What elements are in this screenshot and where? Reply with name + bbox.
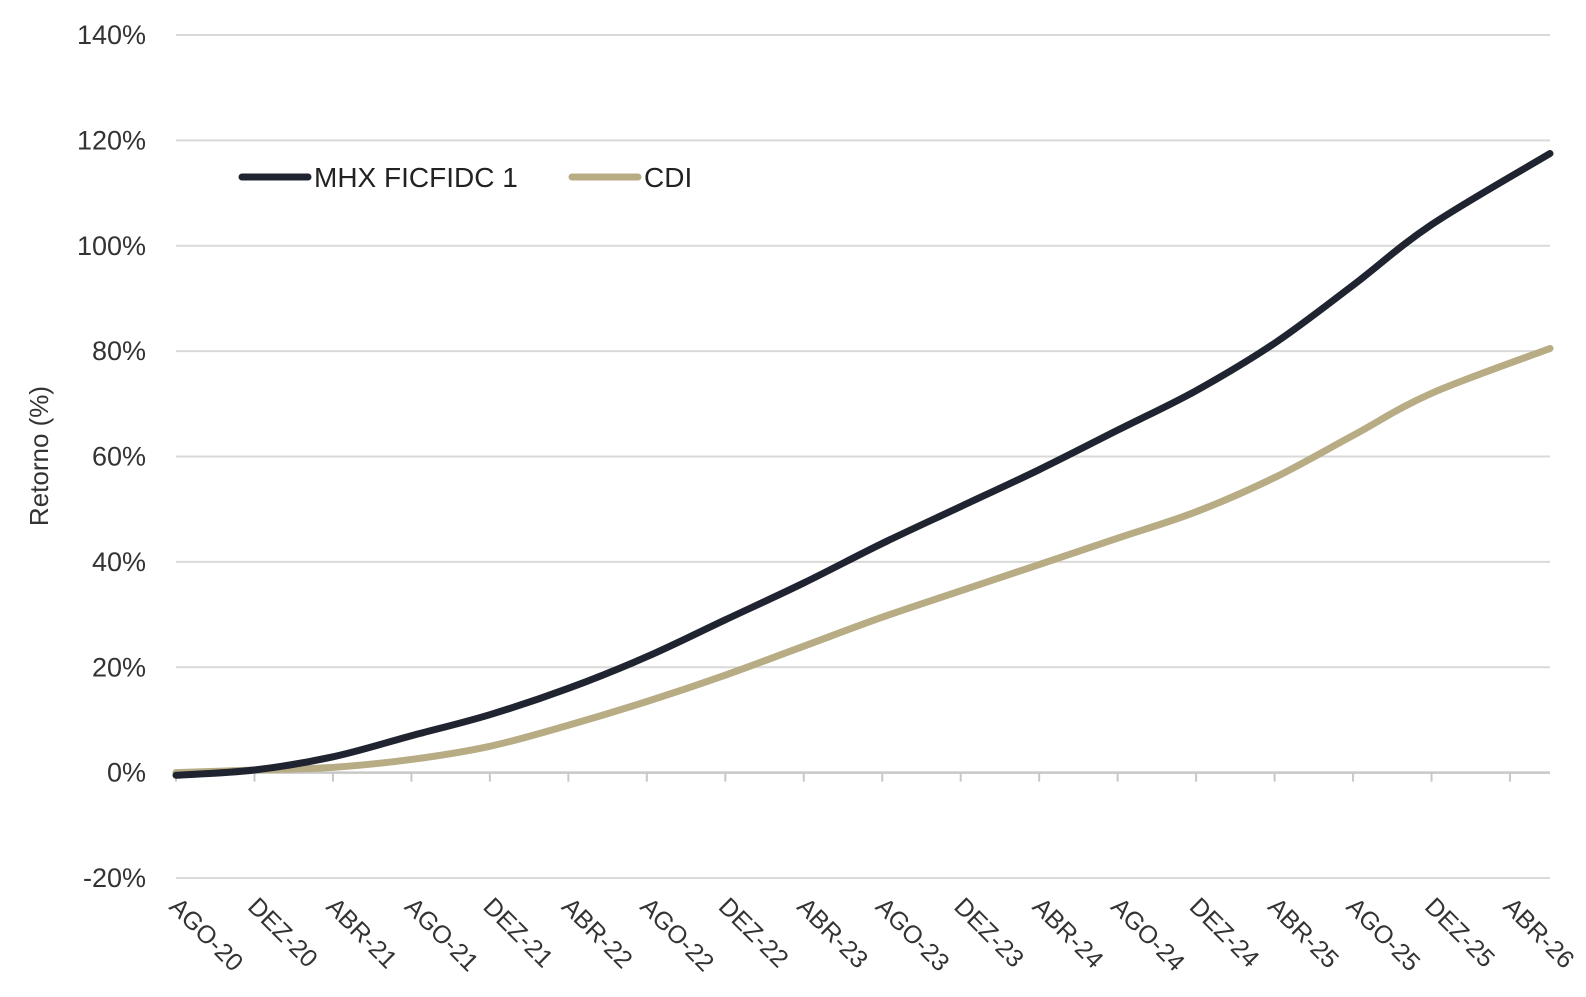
x-tick-label: ABR-26 — [1498, 892, 1580, 974]
y-tick-label: 60% — [92, 442, 146, 472]
y-tick-label: 20% — [92, 652, 146, 682]
x-tick-label: ABR-22 — [556, 892, 638, 974]
series-line-1 — [172, 344, 1554, 777]
legend-label: CDI — [644, 162, 692, 193]
x-tick-label: AGO-25 — [1341, 892, 1426, 977]
y-tick-label: 0% — [107, 758, 146, 788]
x-tick-label: AGO-20 — [164, 892, 249, 977]
y-tick-label: 120% — [77, 125, 146, 155]
series-lines — [172, 150, 1554, 779]
x-tick-label: AGO-24 — [1105, 892, 1190, 977]
y-tick-label: 80% — [92, 336, 146, 366]
series-line-0 — [172, 150, 1554, 779]
x-tick-label: DEZ-23 — [948, 892, 1029, 973]
y-tick-label: 100% — [77, 231, 146, 261]
grid-lines — [175, 34, 1550, 879]
x-tick-label: DEZ-22 — [713, 892, 794, 973]
x-tick-label: DEZ-20 — [242, 892, 323, 973]
x-tick-label: ABR-24 — [1027, 892, 1109, 974]
x-tick-label: DEZ-24 — [1184, 892, 1265, 973]
x-tick-label: AGO-23 — [870, 892, 955, 977]
y-axis-title: Retorno (%) — [24, 386, 54, 526]
x-tick-label: ABR-23 — [792, 892, 874, 974]
legend-label: MHX FICFIDC 1 — [314, 162, 518, 193]
y-tick-label: 140% — [77, 20, 146, 50]
x-tick-label: AGO-22 — [635, 892, 720, 977]
x-tick-label: AGO-21 — [399, 892, 484, 977]
legend: MHX FICFIDC 1 CDI — [238, 162, 692, 193]
x-tick-label: DEZ-25 — [1419, 892, 1500, 973]
x-tick-label: ABR-25 — [1262, 892, 1344, 974]
x-tick-label: DEZ-21 — [478, 892, 559, 973]
x-tick-label: ABR-21 — [321, 892, 403, 974]
x-axis-ticks: AGO-20DEZ-20ABR-21AGO-21DEZ-21ABR-22AGO-… — [164, 892, 1580, 977]
y-axis-ticks: -20% 0% 20% 40% 60% 80% 100% 120% 140% — [77, 20, 146, 893]
y-tick-label: -20% — [83, 863, 146, 893]
y-tick-label: 40% — [92, 547, 146, 577]
